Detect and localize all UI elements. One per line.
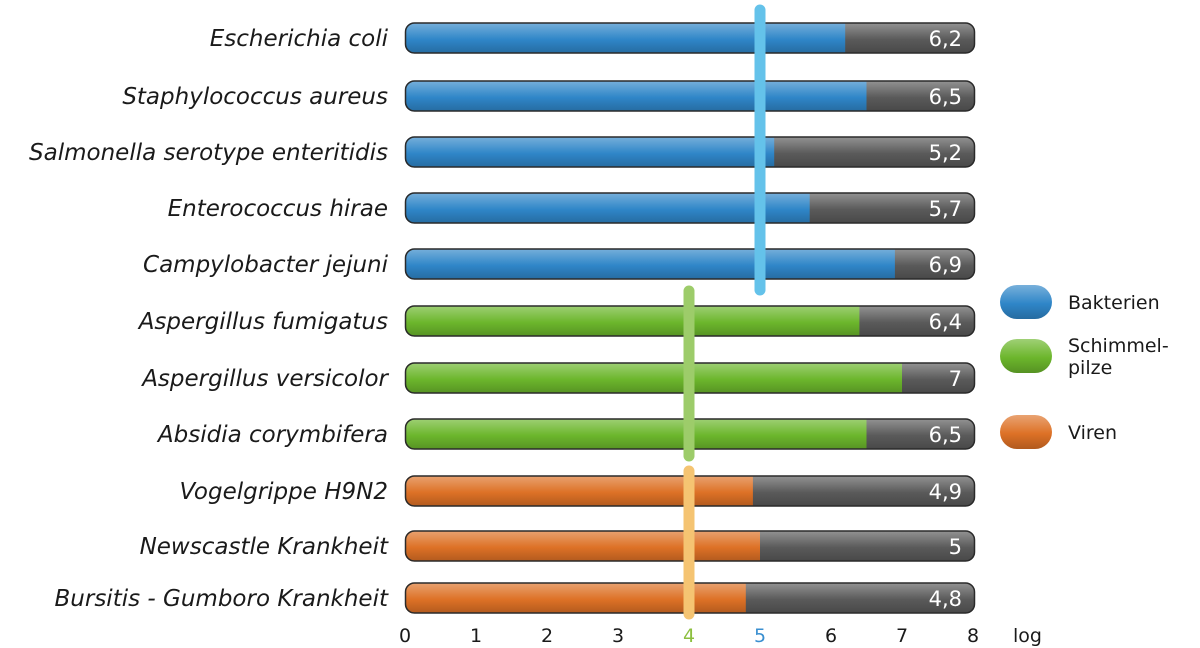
bar-salmonella-serotype-enteritidis: [405, 136, 775, 168]
x-tick: 2: [541, 625, 553, 647]
bar-group-escherichia-coli: [405, 22, 975, 54]
value-label: 6,9: [929, 253, 962, 277]
bar-group-salmonella-serotype-enteritidis: [405, 136, 975, 168]
category-label: Bursitis - Gumboro Krankheit: [55, 586, 389, 612]
bar-campylobacter-jejuni: [405, 248, 895, 280]
threshold-lines: [683, 4, 766, 620]
bar-aspergillus-versicolor: [405, 362, 902, 394]
bar-bursitis-gumboro-krankheit: [405, 582, 746, 614]
bar-group-absidia-corymbifera: [405, 418, 975, 450]
bar-outline: [404, 80, 976, 112]
value-label: 6,5: [929, 85, 962, 109]
legend-label: pilze: [1068, 357, 1112, 379]
x-tick: 1: [470, 625, 482, 647]
legend-label: Viren: [1068, 422, 1117, 444]
legend-swatch: [1000, 285, 1052, 319]
legend-swatch: [1000, 339, 1052, 373]
value-label: 4,9: [929, 480, 962, 504]
x-unit-label: log: [1013, 625, 1042, 647]
value-label: 6,5: [929, 423, 962, 447]
bar-group-enterococcus-hirae: [405, 192, 975, 224]
category-label: Escherichia coli: [210, 26, 389, 52]
value-label: 6,4: [929, 310, 962, 334]
bar-group-newscastle-krankheit: [405, 530, 975, 562]
category-label: Absidia corymbifera: [156, 422, 388, 448]
bar-outline: [404, 248, 976, 280]
bar-staphylococcus-aureus: [405, 80, 867, 112]
legend-swatch: [1000, 415, 1052, 449]
legend-item-bakterien: Bakterien: [1000, 285, 1160, 319]
category-label: Vogelgrippe H9N2: [180, 479, 388, 505]
bar-outline: [404, 192, 976, 224]
x-tick: 4: [683, 625, 695, 647]
bar-escherichia-coli: [405, 22, 846, 54]
bar-group-staphylococcus-aureus: [405, 80, 975, 112]
value-label: 5: [949, 535, 962, 559]
bar-group-campylobacter-jejuni: [405, 248, 975, 280]
bar-absidia-corymbifera: [405, 418, 867, 450]
bar-enterococcus-hirae: [405, 192, 810, 224]
category-labels: Escherichia coli Staphylococcus aureus Sal…: [29, 26, 389, 612]
category-label: Campylobacter jejuni: [143, 252, 389, 278]
bar-newscastle-krankheit: [405, 530, 760, 562]
value-label: 4,8: [929, 587, 962, 611]
x-axis-ticks: 0 1 2 3 4 5 6 7 8 log: [399, 625, 1042, 647]
legend: Bakterien Schimmel-pilze Viren: [1000, 285, 1169, 449]
x-tick: 6: [825, 625, 837, 647]
value-label: 6,2: [929, 27, 962, 51]
value-label: 5,2: [929, 141, 962, 165]
bar-vogelgrippe-h9n2: [405, 475, 753, 507]
legend-label: Schimmel-: [1068, 335, 1169, 357]
value-label: 5,7: [929, 197, 962, 221]
value-label: 7: [949, 367, 962, 391]
bar-aspergillus-fumigatus: [405, 305, 860, 337]
bar-outline: [404, 136, 976, 168]
x-tick: 8: [967, 625, 979, 647]
legend-label: Bakterien: [1068, 292, 1160, 314]
category-label: Aspergillus fumigatus: [137, 309, 388, 335]
x-tick: 7: [896, 625, 908, 647]
category-label: Staphylococcus aureus: [122, 84, 388, 110]
category-label: Enterococcus hirae: [168, 196, 388, 222]
category-label: Salmonella serotype enteritidis: [29, 140, 388, 166]
category-label: Newscastle Krankheit: [140, 534, 389, 560]
category-label: Aspergillus versicolor: [140, 366, 389, 392]
value-labels: 6,2 6,5 5,2 5,7 6,9 6,4 7 6,5 4,9 5 4,8: [929, 27, 962, 611]
x-tick: 5: [754, 625, 766, 647]
bar-outline: [404, 22, 976, 54]
legend-item-viren: Viren: [1000, 415, 1117, 449]
x-tick: 3: [612, 625, 624, 647]
legend-item-schimmelpilze: Schimmel-pilze: [1000, 335, 1169, 379]
x-tick: 0: [399, 625, 411, 647]
